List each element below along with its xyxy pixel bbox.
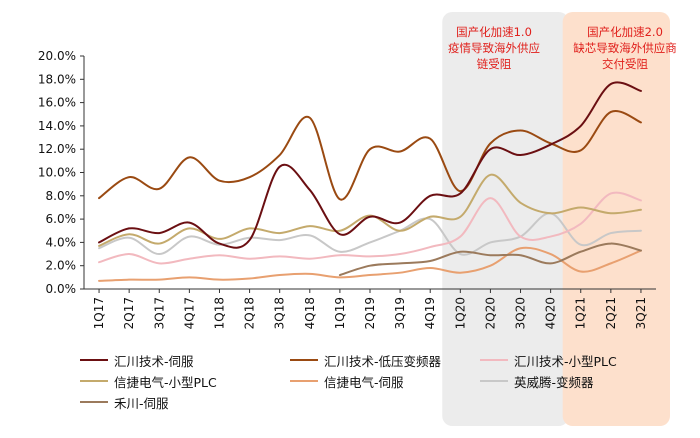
x-tick-label: 1Q17 [92, 297, 106, 329]
y-tick-label: 12.0% [38, 142, 76, 156]
x-tick-label: 3Q20 [514, 297, 528, 329]
x-tick-label: 4Q20 [544, 297, 558, 329]
annotation-period-2: 国产化加速2.0 缺芯导致海外供应商 交付受阻 [560, 24, 690, 72]
legend-item: 信捷电气-小型PLC [80, 373, 217, 390]
x-tick-label: 3Q17 [152, 297, 166, 329]
series-line-2 [98, 109, 642, 201]
annotation-1-line-3: 链受阻 [476, 57, 512, 71]
series-line-5 [98, 246, 642, 282]
x-tick-labels: 1Q17 2Q17 3Q17 4Q17 1Q18 2Q18 3Q18 4Q18 1Q19 2Q19… [92, 289, 648, 329]
x-tick-label: 1Q18 [212, 297, 226, 329]
x-tick-label: 2Q20 [483, 297, 497, 329]
legend-label: 汇川技术-伺服 [114, 353, 194, 369]
x-tick-label: 3Q19 [393, 297, 407, 329]
legend-item: 汇川技术-伺服 [80, 352, 194, 369]
axes: 0.0% 2.0% 4.0% 6.0% 8.0% 10.0% 12.0% 14.0% 16.0%… [38, 49, 656, 296]
annotation-1-line-1: 国产化加速1.0 [456, 25, 532, 39]
legend-label: 汇川技术-低压变频器 [324, 353, 442, 369]
y-tick-label: 18.0% [38, 72, 76, 86]
series-line-7 [338, 242, 642, 277]
legend-label: 汇川技术-小型PLC [514, 353, 617, 369]
y-tick-label: 14.0% [38, 119, 76, 133]
y-tick-label: 4.0% [46, 235, 77, 249]
legend-label: 英威腾-变频器 [514, 374, 594, 390]
legend-swatch [80, 401, 108, 403]
x-tick-label: 3Q21 [634, 297, 648, 329]
legend-swatch [80, 359, 108, 361]
y-tick-label: 20.0% [38, 49, 76, 63]
legend-swatch [480, 359, 508, 361]
x-tick-label: 1Q19 [333, 297, 347, 329]
legend-item: 信捷电气-伺服 [290, 373, 404, 390]
legend-swatch [80, 380, 108, 382]
legend-label: 信捷电气-伺服 [324, 374, 404, 390]
x-tick-label: 1Q21 [574, 297, 588, 329]
series-line-1 [98, 81, 642, 249]
legend-item: 汇川技术-低压变频器 [290, 352, 442, 369]
x-tick-label: 4Q18 [303, 297, 317, 329]
y-tick-label: 2.0% [46, 259, 77, 273]
annotation-period-1: 国产化加速1.0 疫情导致海外供应 链受阻 [434, 24, 554, 72]
series-line-3 [98, 191, 642, 265]
y-tick-label: 16.0% [38, 96, 76, 110]
x-tick-label: 1Q20 [453, 297, 467, 329]
x-tick-label: 2Q17 [122, 297, 136, 329]
x-tick-label: 3Q18 [273, 297, 287, 329]
legend-swatch [290, 359, 318, 361]
y-tick-label: 0.0% [46, 282, 77, 296]
series-lines [98, 81, 642, 282]
legend-item: 英威腾-变频器 [480, 373, 594, 390]
series-line-4 [98, 173, 642, 247]
legend-swatch [480, 380, 508, 382]
legend-swatch [290, 380, 318, 382]
legend-item: 汇川技术-小型PLC [480, 352, 617, 369]
annotation-1-line-2: 疫情导致海外供应 [448, 41, 540, 55]
legend-label: 信捷电气-小型PLC [114, 374, 217, 390]
legend-item: 禾川-伺服 [80, 394, 169, 411]
annotation-2-line-2: 缺芯导致海外供应商 [573, 41, 677, 55]
y-tick-label: 10.0% [38, 166, 76, 180]
x-tick-label: 4Q19 [423, 297, 437, 329]
y-tick-label: 8.0% [46, 189, 77, 203]
legend-label: 禾川-伺服 [114, 395, 169, 411]
x-tick-label: 4Q17 [182, 297, 196, 329]
x-tick-label: 2Q19 [363, 297, 377, 329]
y-tick-label: 6.0% [46, 212, 77, 226]
shaded-period-1 [442, 12, 569, 426]
x-tick-label: 2Q18 [243, 297, 257, 329]
annotation-2-line-3: 交付受阻 [602, 57, 648, 71]
x-tick-label: 2Q21 [604, 297, 618, 329]
annotation-2-line-1: 国产化加速2.0 [587, 25, 663, 39]
